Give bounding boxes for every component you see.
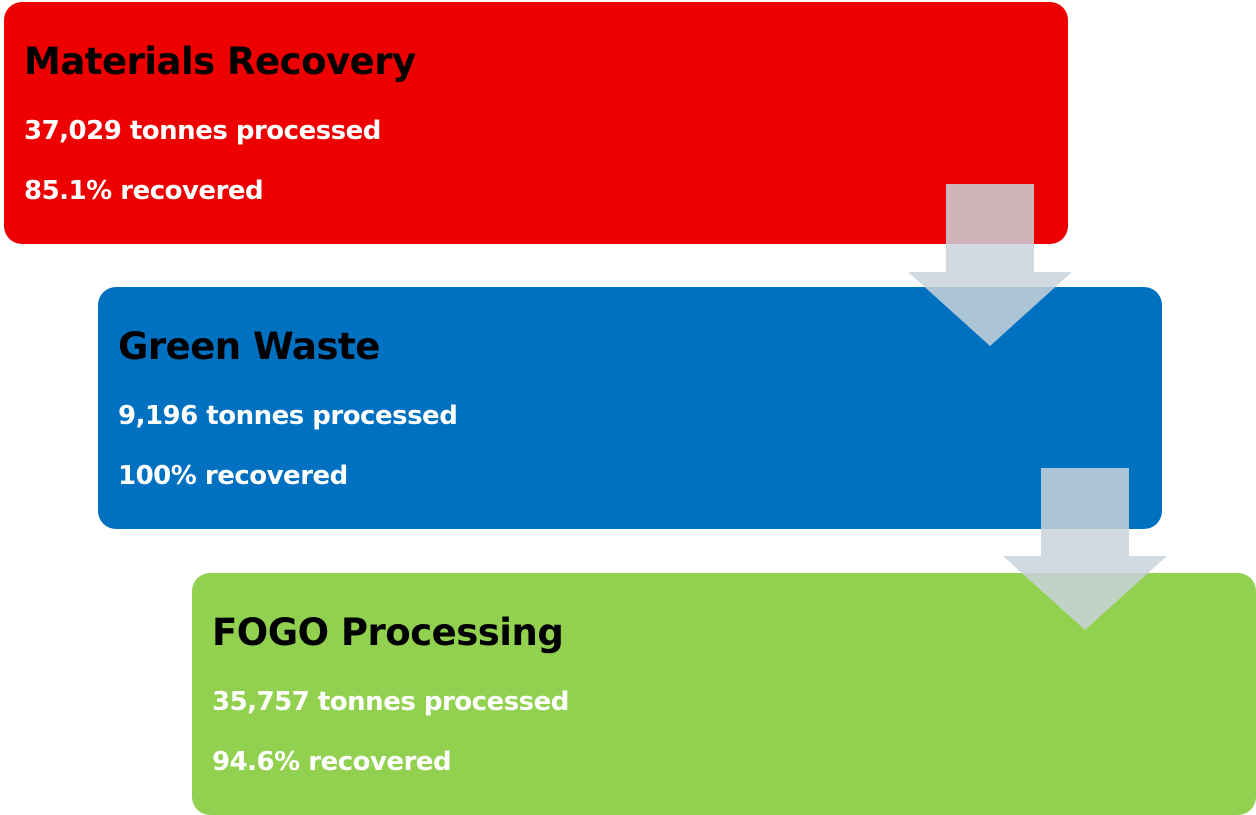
node-recovered: 100% recovered — [118, 461, 348, 491]
node-title: Green Waste — [118, 325, 380, 368]
node-box: Materials Recovery 37,029 tonnes process… — [4, 2, 1068, 244]
arrow — [908, 184, 1072, 346]
node-processed: 9,196 tonnes processed — [118, 401, 458, 431]
node-processed: 35,757 tonnes processed — [212, 687, 569, 717]
node-title: FOGO Processing — [212, 611, 564, 654]
arrow — [1003, 468, 1167, 630]
node-processed: 37,029 tonnes processed — [24, 116, 381, 146]
node-recovered: 94.6% recovered — [212, 747, 452, 777]
node-title: Materials Recovery — [24, 40, 416, 83]
node-recovered: 85.1% recovered — [24, 176, 264, 206]
node-box: Green Waste 9,196 tonnes processed 100% … — [98, 287, 1162, 529]
